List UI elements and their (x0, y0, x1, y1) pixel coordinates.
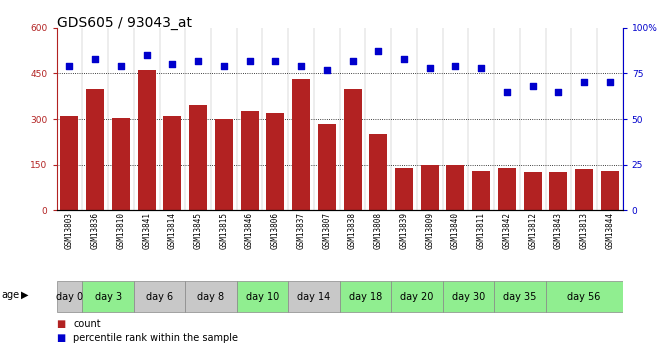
FancyBboxPatch shape (288, 281, 340, 312)
Text: day 3: day 3 (95, 292, 122, 302)
Text: GSM13841: GSM13841 (142, 212, 151, 249)
Bar (318, 124, 336, 210)
Bar (523, 172, 541, 210)
Point (424, 65, 435, 71)
Point (553, 89, 563, 94)
Point (579, 80, 589, 85)
Text: GSM13806: GSM13806 (271, 212, 280, 249)
Text: day 20: day 20 (400, 292, 434, 302)
FancyBboxPatch shape (134, 281, 185, 312)
FancyBboxPatch shape (391, 281, 443, 312)
Text: ■: ■ (57, 319, 69, 329)
Text: GSM13839: GSM13839 (400, 212, 408, 249)
Bar (421, 165, 439, 210)
Point (347, 58, 358, 63)
Bar (601, 171, 619, 210)
Text: GSM13842: GSM13842 (502, 212, 511, 249)
Text: day 18: day 18 (349, 292, 382, 302)
FancyBboxPatch shape (443, 281, 494, 312)
Text: GSM13813: GSM13813 (579, 212, 589, 249)
Text: GSM13812: GSM13812 (528, 212, 537, 249)
Bar (240, 111, 258, 210)
Text: day 0: day 0 (56, 292, 83, 302)
Bar (472, 171, 490, 210)
Text: GSM13815: GSM13815 (219, 212, 228, 249)
Text: GSM13845: GSM13845 (194, 212, 202, 249)
Bar (266, 113, 284, 210)
Text: GSM13837: GSM13837 (296, 212, 306, 249)
Point (605, 80, 615, 85)
Point (64, 63, 75, 69)
FancyBboxPatch shape (57, 281, 83, 312)
Bar (575, 169, 593, 210)
Text: GSM13838: GSM13838 (348, 212, 357, 249)
Text: GSM13808: GSM13808 (374, 212, 383, 249)
Text: age: age (1, 290, 19, 300)
Text: GSM13811: GSM13811 (477, 212, 486, 249)
Point (373, 49, 384, 54)
Point (501, 89, 512, 94)
Point (244, 58, 255, 63)
Text: GDS605 / 93043_at: GDS605 / 93043_at (57, 16, 192, 30)
Point (218, 63, 229, 69)
Point (476, 65, 486, 71)
Bar (215, 119, 233, 210)
Text: GSM13836: GSM13836 (91, 212, 100, 249)
Point (193, 58, 204, 63)
Text: ■: ■ (57, 333, 69, 343)
Point (270, 58, 280, 63)
Bar (446, 165, 464, 210)
Bar (292, 79, 310, 210)
Bar (395, 168, 413, 210)
Text: count: count (73, 319, 101, 329)
Bar (189, 105, 207, 210)
Bar (112, 118, 130, 210)
Bar (163, 116, 181, 210)
Point (527, 83, 538, 89)
Text: GSM13840: GSM13840 (451, 212, 460, 249)
Text: GSM13807: GSM13807 (322, 212, 331, 249)
Text: GSM13809: GSM13809 (425, 212, 434, 249)
Bar (138, 70, 156, 210)
Text: GSM13803: GSM13803 (65, 212, 74, 249)
Point (141, 52, 152, 58)
Bar (344, 89, 362, 210)
FancyBboxPatch shape (494, 281, 545, 312)
Bar (549, 172, 567, 210)
Text: day 56: day 56 (567, 292, 601, 302)
Text: day 10: day 10 (246, 292, 279, 302)
FancyBboxPatch shape (340, 281, 391, 312)
Text: percentile rank within the sample: percentile rank within the sample (73, 333, 238, 343)
Bar (86, 89, 104, 210)
Text: ▶: ▶ (21, 290, 29, 300)
FancyBboxPatch shape (545, 281, 623, 312)
Text: GSM13810: GSM13810 (117, 212, 125, 249)
Bar (369, 134, 387, 210)
Text: GSM13843: GSM13843 (554, 212, 563, 249)
FancyBboxPatch shape (185, 281, 236, 312)
Text: day 14: day 14 (297, 292, 330, 302)
Bar (498, 168, 516, 210)
Text: day 8: day 8 (197, 292, 224, 302)
Point (296, 63, 306, 69)
Point (167, 61, 178, 67)
FancyBboxPatch shape (83, 281, 134, 312)
Text: GSM13814: GSM13814 (168, 212, 177, 249)
Text: GSM13844: GSM13844 (605, 212, 614, 249)
FancyBboxPatch shape (236, 281, 288, 312)
Text: day 30: day 30 (452, 292, 485, 302)
Point (90, 56, 101, 61)
Text: day 35: day 35 (503, 292, 537, 302)
Point (450, 63, 461, 69)
Bar (61, 116, 79, 210)
Point (322, 67, 332, 72)
Text: day 6: day 6 (146, 292, 173, 302)
Point (116, 63, 127, 69)
Text: GSM13846: GSM13846 (245, 212, 254, 249)
Point (399, 56, 410, 61)
